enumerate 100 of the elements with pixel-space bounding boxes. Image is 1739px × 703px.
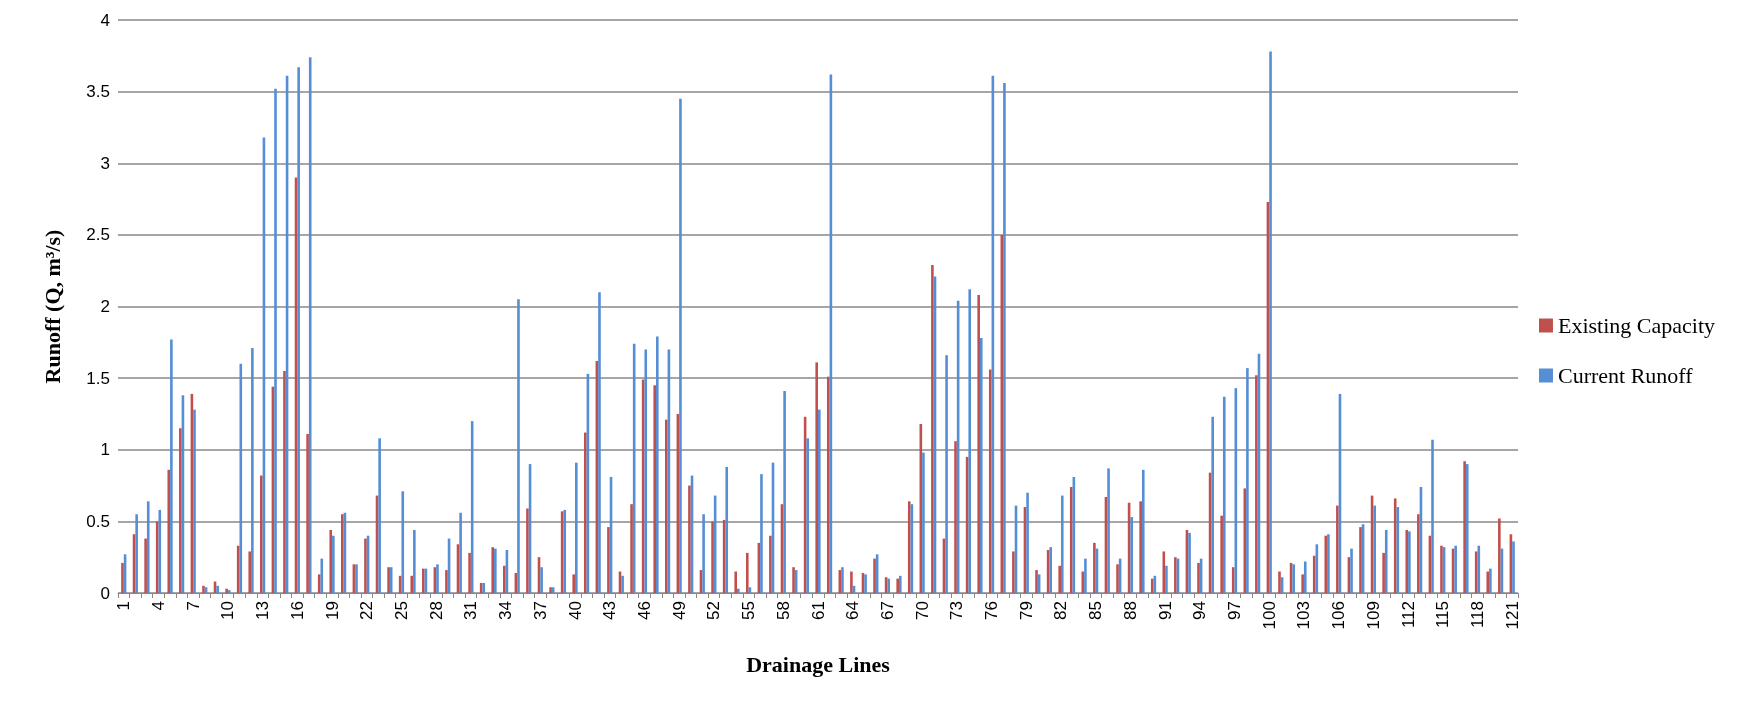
bar: [1373, 505, 1376, 593]
x-tick-label: 67: [877, 601, 897, 620]
bar: [1084, 558, 1087, 593]
x-tick-label: 34: [496, 601, 516, 620]
bar: [468, 552, 471, 593]
bar: [179, 428, 182, 593]
x-tick-label: 16: [287, 601, 307, 620]
bar: [1003, 83, 1006, 593]
bar: [540, 567, 543, 593]
x-tick-label: 79: [1016, 601, 1036, 620]
bar: [1211, 416, 1214, 593]
bar: [1060, 495, 1064, 593]
bar: [306, 433, 309, 593]
bar: [1141, 469, 1145, 593]
bar: [1116, 564, 1119, 593]
x-tick-label: 103: [1294, 601, 1314, 630]
bar: [572, 574, 576, 593]
bar: [1269, 51, 1272, 593]
x-tick-label: 88: [1120, 601, 1140, 620]
bar: [1301, 574, 1304, 593]
bar: [760, 474, 763, 593]
bar: [1303, 561, 1307, 593]
bar: [1197, 562, 1200, 593]
bar: [1255, 375, 1258, 593]
y-tick-label: 2.5: [86, 225, 110, 245]
bar: [308, 57, 312, 593]
bar: [745, 552, 749, 593]
bar: [630, 504, 633, 593]
bar: [725, 466, 729, 593]
bar: [401, 491, 405, 593]
x-tick-label: 121: [1502, 601, 1522, 630]
x-tick-label: 85: [1086, 601, 1106, 620]
x-tick-label: 10: [218, 601, 238, 620]
x-tick-label: 55: [739, 601, 759, 620]
x-axis-title: Drainage Lines: [746, 651, 891, 677]
x-tick-label: 76: [982, 601, 1002, 620]
bar: [1312, 555, 1316, 593]
x-tick-label: 19: [322, 601, 342, 620]
bar: [769, 535, 772, 593]
bar: [1512, 541, 1515, 593]
bar: [607, 527, 610, 593]
bar: [815, 362, 818, 593]
bar: [783, 391, 786, 593]
bar: [968, 289, 972, 593]
bar: [1220, 515, 1223, 593]
x-tick-label: 43: [600, 601, 620, 620]
bar: [737, 588, 740, 593]
x-tick-label: 112: [1398, 601, 1418, 629]
bar: [818, 409, 821, 593]
x-tick-label: 31: [461, 601, 481, 620]
bar: [503, 565, 506, 593]
bar: [1026, 492, 1029, 593]
bar: [688, 485, 691, 593]
x-tick-label: 46: [634, 601, 654, 620]
bar: [1474, 551, 1478, 593]
x-tick-label: 94: [1190, 601, 1210, 620]
y-tick-label: 3.5: [86, 82, 110, 102]
x-tick-label: 73: [947, 601, 967, 620]
bar: [193, 409, 196, 593]
bar: [1035, 570, 1038, 593]
x-tick-label: 22: [357, 601, 377, 620]
bar: [1384, 529, 1388, 593]
x-tick-label: 4: [149, 601, 168, 611]
bar: [1243, 488, 1247, 593]
x-tick-label: 61: [808, 601, 828, 620]
bar: [274, 88, 277, 593]
x-tick-label: 106: [1329, 601, 1349, 630]
bar: [1246, 368, 1249, 593]
bar: [1139, 501, 1142, 593]
y-tick-label: 2: [100, 297, 110, 316]
bar: [575, 462, 578, 593]
y-tick-label: 3: [100, 153, 110, 173]
bar: [445, 570, 448, 593]
bar: [1069, 487, 1073, 593]
x-tick-label: 100: [1259, 601, 1279, 630]
bar: [1130, 517, 1133, 593]
bar: [679, 98, 682, 593]
bar: [988, 369, 992, 593]
x-tick-label: 37: [530, 601, 550, 620]
bar: [1012, 551, 1015, 593]
bar: [1431, 439, 1434, 593]
bar: [1336, 505, 1339, 593]
x-tick-label: 49: [669, 601, 689, 620]
bar: [1093, 542, 1096, 593]
bar: [621, 575, 624, 593]
bar: [922, 452, 925, 593]
bar: [329, 529, 333, 593]
y-axis-title: Runoff (Q, m³/s): [39, 229, 65, 384]
bar: [410, 575, 414, 593]
bar: [121, 562, 124, 593]
bar: [517, 299, 520, 593]
x-tick-label: 109: [1363, 601, 1383, 630]
bar: [979, 338, 983, 593]
bar: [526, 508, 529, 593]
legend-label: Current Runoff: [1557, 363, 1694, 388]
x-tick-label: 7: [183, 601, 203, 611]
x-tick-label: 28: [426, 601, 446, 620]
bar: [598, 292, 601, 593]
bar: [320, 558, 324, 593]
bar: [1417, 514, 1420, 593]
